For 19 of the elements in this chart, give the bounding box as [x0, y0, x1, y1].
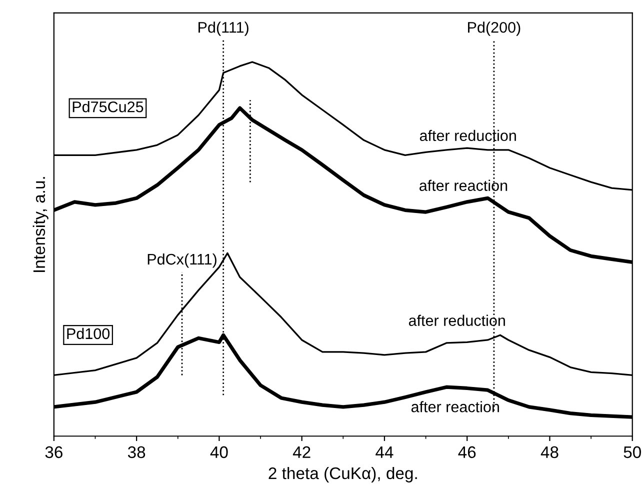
- x-tick-label: 40: [210, 446, 228, 458]
- series-label: after reduction: [408, 314, 505, 326]
- x-tick-label: 36: [45, 446, 62, 458]
- annotation: Pd100: [67, 328, 110, 340]
- x-tick-label: 48: [540, 446, 558, 458]
- series-label: after reduction: [420, 130, 516, 142]
- ref-line-label: PdCx(111): [148, 253, 216, 268]
- x-tick-label: 38: [128, 446, 146, 458]
- series-label: after reaction: [420, 180, 508, 191]
- series-label: after reaction: [411, 401, 499, 412]
- x-tick-label: 46: [458, 446, 476, 458]
- x-tick-label: 50: [624, 446, 641, 458]
- annotation: Pd75Cu25: [72, 101, 144, 112]
- y-axis-title: Intensity, a.u.: [32, 177, 48, 272]
- x-axis-title: 2 theta (CuKα), deg.: [268, 466, 417, 482]
- x-tick-label: 42: [292, 446, 310, 458]
- ref-line-label: Pd(200): [468, 22, 520, 36]
- x-tick-label: 44: [376, 446, 394, 458]
- ref-line-label: Pd(111): [198, 22, 248, 36]
